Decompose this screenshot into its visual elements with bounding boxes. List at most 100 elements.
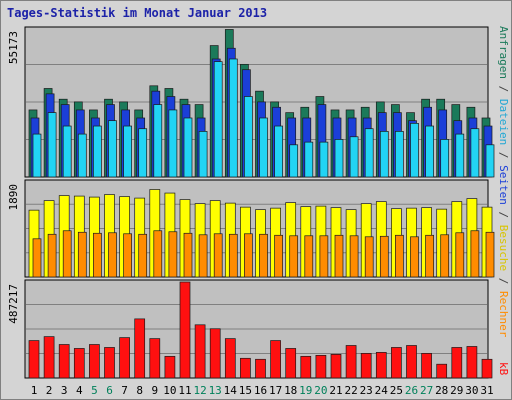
- bar-rechner-day-11: [183, 232, 193, 278]
- side-legend-rechner: Rechner: [497, 291, 510, 338]
- bar-rechner-day-27: [425, 234, 434, 278]
- x-tick-day-14: 14: [224, 384, 238, 397]
- bar-kb-day-5: [89, 344, 100, 379]
- bar-kb-day-27: [421, 353, 432, 379]
- bar-rechner-day-20: [319, 235, 329, 278]
- bar-rechner-day-19: [304, 235, 314, 278]
- bar-rechner-day-15: [244, 233, 253, 278]
- bar-rechner-day-31: [485, 231, 495, 278]
- side-legend: Anfragen / Dateien / Seiten / Besuche / …: [497, 26, 510, 338]
- bar-kb-day-30: [466, 346, 478, 379]
- bar-rechner-day-26: [410, 236, 419, 278]
- x-tick-day-18: 18: [284, 384, 297, 397]
- bar-kb-day-26: [406, 345, 417, 379]
- x-tick-day-24: 24: [375, 384, 389, 397]
- bar-dateien-day-8: [138, 128, 148, 178]
- bar-kb-day-9: [149, 338, 161, 379]
- bar-kb-day-10: [164, 355, 176, 379]
- bar-dateien-day-4: [77, 133, 87, 178]
- x-tick-day-27: 27: [420, 384, 433, 397]
- bar-kb-day-31: [481, 358, 493, 379]
- bar-dateien-day-17: [274, 125, 283, 178]
- x-tick-day-4: 4: [76, 384, 83, 397]
- x-tick-day-23: 23: [360, 384, 373, 397]
- x-tick-day-31: 31: [480, 384, 493, 397]
- bar-kb-day-3: [58, 344, 70, 379]
- bar-dateien-day-25: [395, 131, 404, 178]
- bar-dateien-day-24: [379, 131, 389, 178]
- side-legend-seiten: Seiten: [497, 165, 510, 205]
- x-tick-day-17: 17: [269, 384, 282, 397]
- bar-kb-day-21: [330, 354, 342, 379]
- x-tick-day-5: 5: [91, 384, 98, 397]
- x-tick-day-21: 21: [329, 384, 342, 397]
- bar-kb-day-18: [285, 348, 297, 379]
- x-tick-day-8: 8: [136, 384, 143, 397]
- bar-kb-day-17: [270, 340, 281, 379]
- bar-rechner-day-9: [153, 230, 163, 278]
- bar-dateien-day-6: [108, 120, 117, 178]
- bar-dateien-day-10: [168, 109, 178, 178]
- bar-dateien-day-3: [62, 125, 72, 178]
- bar-rechner-day-5: [93, 232, 102, 278]
- bar-dateien-day-11: [183, 117, 193, 178]
- bar-kb-day-15: [240, 357, 251, 379]
- x-tick-day-7: 7: [121, 384, 128, 397]
- bar-rechner-day-25: [395, 234, 404, 278]
- bar-kb-day-1: [28, 340, 40, 379]
- bar-dateien-day-18: [289, 144, 299, 178]
- bar-dateien-day-22: [349, 136, 359, 178]
- bar-kb-day-14: [224, 338, 236, 379]
- bar-kb-day-11: [179, 281, 191, 379]
- x-tick-day-25: 25: [390, 384, 403, 397]
- x-tick-day-28: 28: [435, 384, 448, 397]
- side-legend-separator: /: [497, 79, 510, 99]
- bar-rechner-day-21: [334, 234, 344, 278]
- x-tick-day-13: 13: [209, 384, 222, 397]
- bar-kb-day-29: [451, 347, 463, 379]
- bar-rechner-day-13: [213, 233, 223, 278]
- bar-kb-day-7: [119, 337, 130, 379]
- bar-dateien-day-31: [485, 144, 495, 178]
- bar-dateien-day-29: [455, 133, 465, 178]
- bar-rechner-day-6: [108, 232, 117, 278]
- side-legend-separator: /: [497, 205, 510, 225]
- panel-2-ymax-label: 1890: [7, 184, 20, 211]
- bar-dateien-day-16: [259, 117, 268, 178]
- chart-title: Tages-Statistik im Monat Januar 2013: [7, 6, 268, 20]
- bar-rechner-day-14: [228, 233, 238, 278]
- bar-kb-day-28: [436, 363, 448, 379]
- x-tick-day-19: 19: [299, 384, 312, 397]
- bar-dateien-day-7: [123, 125, 132, 178]
- bar-dateien-day-12: [198, 131, 208, 178]
- bar-kb-day-19: [300, 355, 312, 379]
- x-tick-day-12: 12: [193, 384, 206, 397]
- bar-dateien-day-30: [470, 128, 480, 178]
- bar-rechner-day-29: [455, 232, 465, 278]
- bar-rechner-day-4: [77, 231, 87, 278]
- bar-kb-day-6: [104, 347, 115, 379]
- x-tick-day-30: 30: [465, 384, 478, 397]
- x-tick-day-6: 6: [106, 384, 113, 397]
- bar-kb-day-24: [375, 352, 387, 379]
- bar-rechner-day-3: [62, 230, 72, 278]
- side-legend-besuche: Besuche: [497, 225, 510, 271]
- x-tick-day-26: 26: [405, 384, 418, 397]
- bar-kb-day-4: [73, 348, 85, 379]
- x-tick-day-29: 29: [450, 384, 463, 397]
- bar-kb-day-22: [345, 345, 357, 379]
- side-legend-anfragen: Anfragen: [497, 26, 510, 79]
- bar-dateien-day-14: [228, 58, 238, 178]
- bar-dateien-day-21: [334, 139, 344, 178]
- x-tick-day-10: 10: [163, 384, 176, 397]
- bar-rechner-day-23: [364, 236, 374, 278]
- bar-kb-day-8: [134, 318, 146, 379]
- x-tick-day-15: 15: [239, 384, 252, 397]
- bar-kb-day-25: [391, 347, 402, 379]
- side-legend-separator: /: [497, 145, 510, 165]
- bar-dateien-day-28: [440, 139, 450, 178]
- bar-rechner-day-22: [349, 235, 359, 278]
- x-tick-day-1: 1: [31, 384, 38, 397]
- bar-rechner-day-2: [47, 233, 57, 278]
